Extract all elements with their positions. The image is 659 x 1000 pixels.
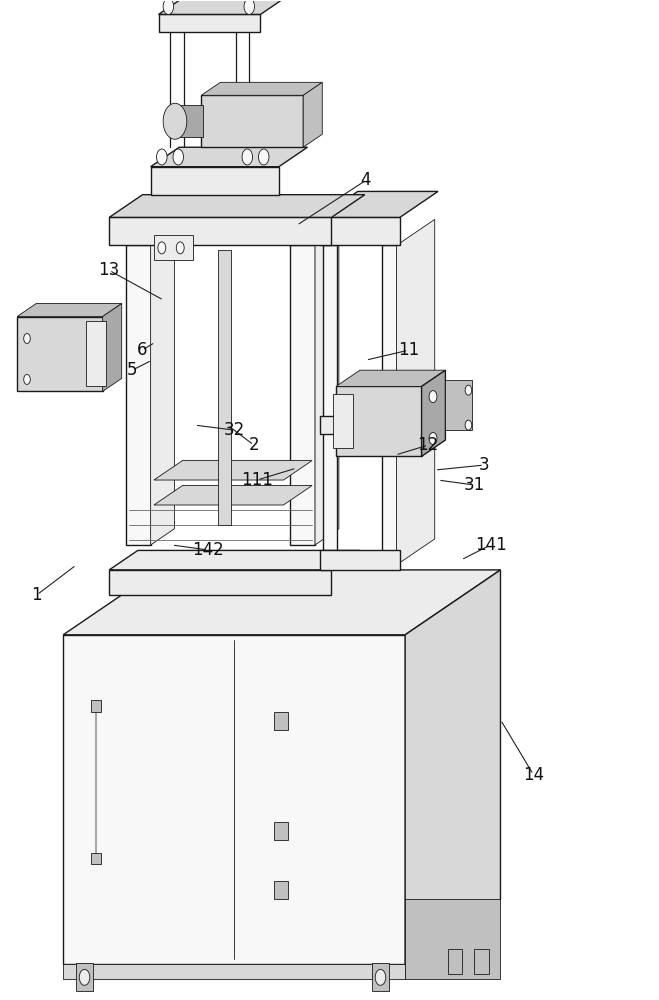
Text: 142: 142 <box>192 541 223 559</box>
Text: 2: 2 <box>248 436 259 454</box>
Bar <box>372 963 389 991</box>
Bar <box>63 964 405 979</box>
Polygon shape <box>63 570 500 635</box>
Circle shape <box>244 0 254 14</box>
Circle shape <box>242 149 252 165</box>
Bar <box>154 235 193 260</box>
Bar <box>159 14 260 32</box>
Circle shape <box>163 103 186 139</box>
Polygon shape <box>17 304 122 317</box>
Bar <box>323 245 337 565</box>
Text: 3: 3 <box>478 456 490 474</box>
Text: 5: 5 <box>127 361 138 379</box>
Polygon shape <box>397 219 435 565</box>
Polygon shape <box>320 191 438 217</box>
Bar <box>151 167 279 195</box>
Circle shape <box>24 333 30 343</box>
Polygon shape <box>159 0 284 14</box>
Bar <box>109 217 331 245</box>
Text: 141: 141 <box>474 536 507 554</box>
Text: 13: 13 <box>99 261 120 279</box>
Polygon shape <box>151 147 308 167</box>
Circle shape <box>375 969 386 985</box>
Polygon shape <box>315 229 339 545</box>
Bar <box>243 195 255 217</box>
Bar <box>290 245 315 545</box>
Bar <box>273 881 288 899</box>
Polygon shape <box>63 635 405 964</box>
Bar <box>382 245 397 565</box>
Bar <box>336 386 422 456</box>
Text: 32: 32 <box>223 421 244 439</box>
Polygon shape <box>109 550 360 570</box>
Bar <box>445 380 472 430</box>
Bar <box>217 250 231 525</box>
Bar <box>405 899 500 979</box>
Text: 14: 14 <box>523 766 544 784</box>
Circle shape <box>429 391 437 403</box>
Polygon shape <box>201 82 322 95</box>
Bar <box>92 853 101 864</box>
Circle shape <box>429 433 437 445</box>
Circle shape <box>465 385 472 395</box>
Text: 12: 12 <box>418 436 439 454</box>
Bar <box>320 550 400 570</box>
Circle shape <box>258 149 269 165</box>
Circle shape <box>176 242 184 254</box>
Bar <box>320 416 400 434</box>
Polygon shape <box>154 461 312 480</box>
Bar <box>86 321 106 386</box>
Bar <box>273 822 288 840</box>
Polygon shape <box>405 570 500 964</box>
Bar <box>172 105 203 137</box>
Bar <box>76 963 93 991</box>
Circle shape <box>163 0 173 14</box>
Circle shape <box>24 374 30 384</box>
Bar <box>109 570 331 595</box>
Text: 1: 1 <box>32 586 42 604</box>
Polygon shape <box>154 486 312 505</box>
Polygon shape <box>103 304 122 391</box>
Bar <box>320 217 400 245</box>
Bar <box>126 245 151 545</box>
Polygon shape <box>151 229 175 545</box>
Text: 6: 6 <box>137 341 148 359</box>
Bar <box>17 317 103 391</box>
Circle shape <box>465 420 472 430</box>
Text: 11: 11 <box>398 341 419 359</box>
Polygon shape <box>336 370 445 386</box>
Polygon shape <box>422 370 445 456</box>
Bar <box>333 394 353 448</box>
Polygon shape <box>109 195 365 217</box>
Circle shape <box>79 969 90 985</box>
Bar <box>201 95 303 147</box>
Bar <box>92 700 101 712</box>
Polygon shape <box>303 82 322 147</box>
Circle shape <box>158 242 166 254</box>
Bar <box>448 949 463 974</box>
Bar <box>474 949 488 974</box>
Bar <box>273 712 288 730</box>
Bar <box>167 195 179 217</box>
Text: 4: 4 <box>360 171 371 189</box>
Circle shape <box>173 149 183 165</box>
Text: 31: 31 <box>463 476 485 494</box>
Circle shape <box>157 149 167 165</box>
Text: 111: 111 <box>241 471 273 489</box>
